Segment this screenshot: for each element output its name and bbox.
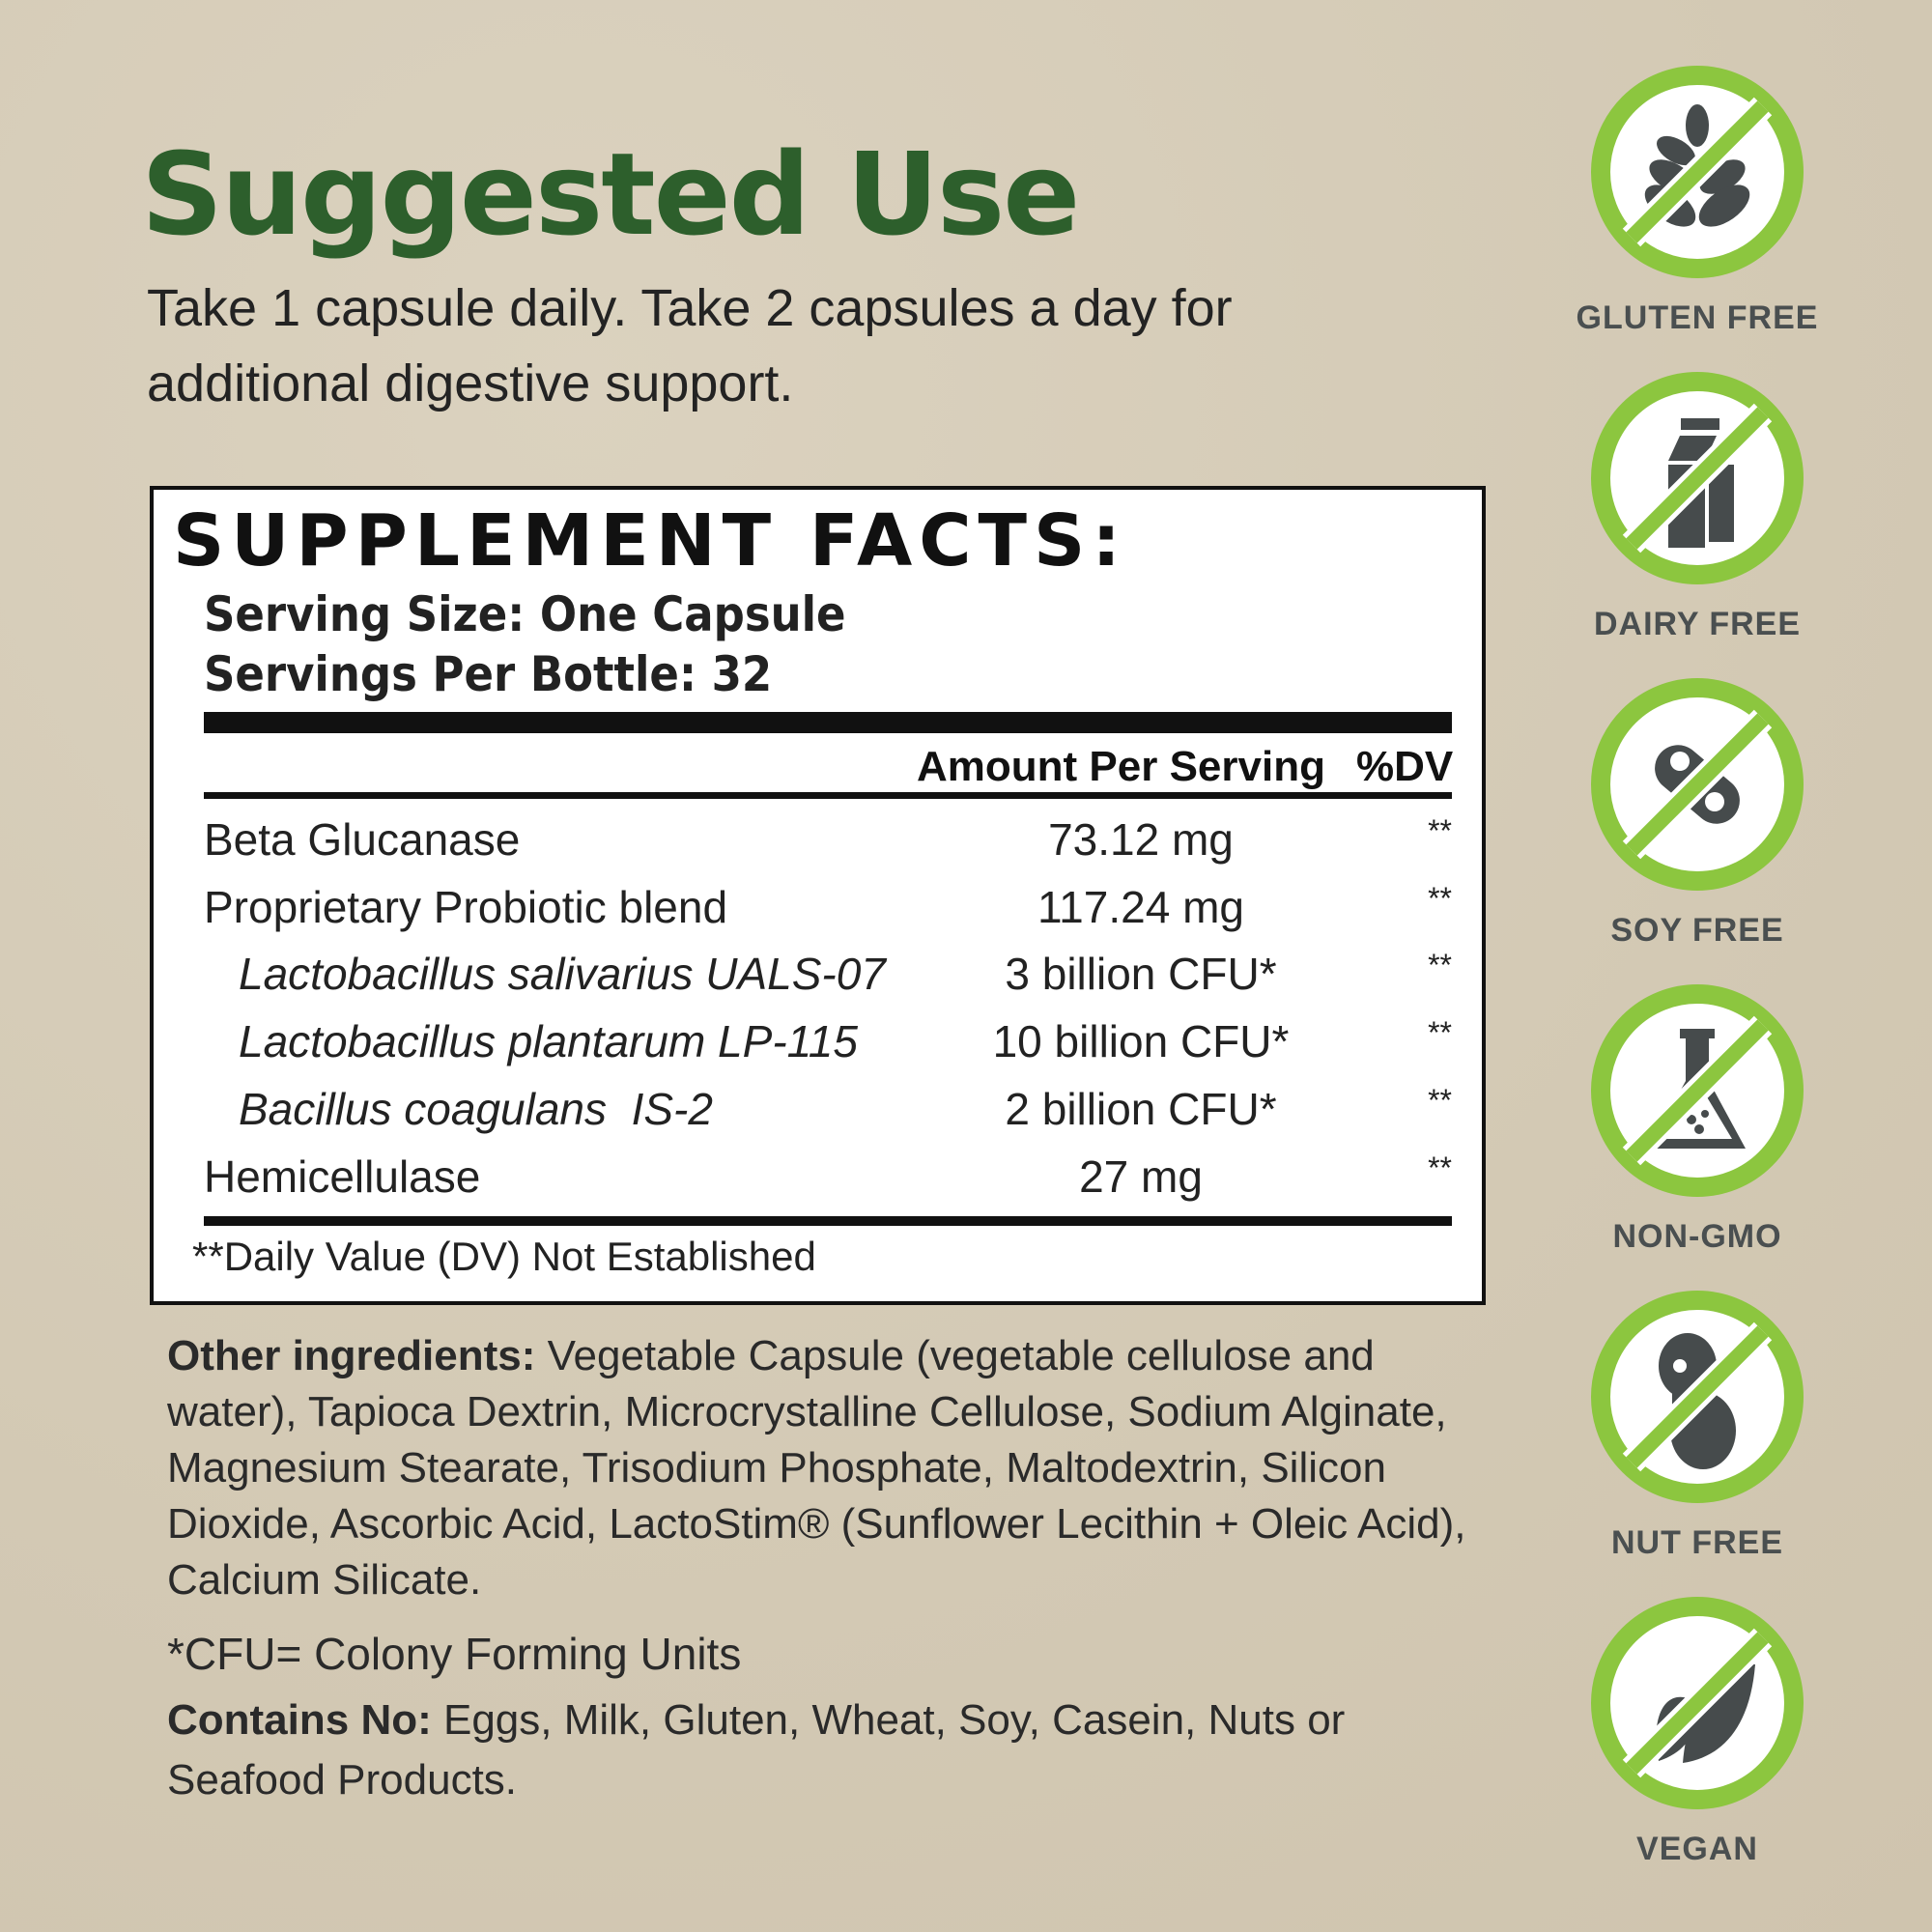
ingredient-dv: ** — [1428, 948, 1452, 982]
table-row: Bacillus coagulans IS-2 2 billion CFU* ** — [204, 1083, 1452, 1141]
wheat-icon — [1591, 66, 1804, 278]
ingredient-dv: ** — [1428, 1151, 1452, 1185]
milk-carton-icon — [1591, 372, 1804, 584]
badge-label: DAIRY FREE — [1593, 606, 1802, 642]
badge-label: NUT FREE — [1611, 1524, 1783, 1561]
amount-header: Amount Per Serving — [917, 743, 1325, 790]
divider-thick — [204, 712, 1452, 733]
ingredient-amount: 2 billion CFU* — [1005, 1084, 1277, 1134]
table-row: Lactobacillus plantarum LP-115 10 billion… — [204, 1015, 1452, 1073]
contains-no: Contains No: Eggs, Milk, Gluten, Wheat, … — [167, 1690, 1423, 1810]
ingredient-dv: ** — [1428, 1015, 1452, 1050]
ingredient-amount: 117.24 mg — [1037, 882, 1244, 932]
serving-size: Serving Size: One Capsule — [204, 586, 846, 642]
badge-vegan: VEGAN — [1591, 1597, 1804, 1867]
ingredient-name: Bacillus coagulans IS-2 — [239, 1084, 713, 1134]
badge-label: VEGAN — [1636, 1831, 1758, 1867]
table-row: Hemicellulase 27 mg ** — [204, 1151, 1452, 1208]
badge-nut-free: NUT FREE — [1591, 1291, 1804, 1561]
ingredient-dv: ** — [1428, 1083, 1452, 1118]
ingredient-amount: 27 mg — [1079, 1151, 1203, 1202]
suggested-use-text: Take 1 capsule daily. Take 2 capsules a … — [147, 279, 1233, 412]
ingredient-name: Proprietary Probiotic blend — [204, 882, 728, 932]
ingredient-name: Hemicellulase — [204, 1151, 481, 1202]
divider-bottom — [204, 1216, 1452, 1226]
other-ingredients-text: Vegetable Capsule (vegetable cellulose a… — [167, 1332, 1466, 1604]
badge-label: SOY FREE — [1610, 912, 1784, 949]
contains-no-label: Contains No: — [167, 1696, 432, 1744]
soybean-icon — [1591, 678, 1804, 891]
table-row: Lactobacillus salivarius UALS-07 3 billio… — [204, 948, 1452, 1006]
badge-soy-free: SOY FREE — [1591, 678, 1804, 949]
badge-dairy-free: DAIRY FREE — [1591, 372, 1804, 642]
supplement-facts-panel: SUPPLEMENT FACTS: Serving Size: One Caps… — [150, 486, 1486, 1305]
facts-title: SUPPLEMENT FACTS: — [173, 499, 1127, 582]
badge-non-gmo: NON-GMO — [1591, 984, 1804, 1255]
ingredient-dv: ** — [1428, 881, 1452, 916]
badge-gluten-free: GLUTEN FREE — [1577, 66, 1817, 336]
other-ingredients: Other ingredients: Vegetable Capsule (ve… — [167, 1328, 1500, 1608]
badge-label: GLUTEN FREE — [1576, 299, 1819, 336]
dv-footnote: **Daily Value (DV) Not Established — [192, 1234, 816, 1279]
ingredient-name: Lactobacillus salivarius UALS-07 — [239, 949, 886, 999]
flask-icon — [1591, 984, 1804, 1197]
contains-no-text: Eggs, Milk, Gluten, Wheat, Soy, Casein, … — [167, 1696, 1346, 1804]
peanut-icon — [1591, 1291, 1804, 1503]
badge-label: NON-GMO — [1612, 1218, 1782, 1255]
ingredient-amount: 3 billion CFU* — [1005, 949, 1277, 999]
other-ingredients-label: Other ingredients: — [167, 1332, 536, 1379]
leaf-icon — [1591, 1597, 1804, 1809]
cfu-note: *CFU= Colony Forming Units — [167, 1629, 742, 1679]
ingredient-name: Lactobacillus plantarum LP-115 — [239, 1016, 858, 1066]
servings-per-bottle: Servings Per Bottle: 32 — [204, 646, 773, 702]
ingredient-name: Beta Glucanase — [204, 814, 521, 865]
ingredient-amount: 10 billion CFU* — [992, 1016, 1290, 1066]
page-title: Suggested Use — [141, 128, 1080, 261]
table-row: Beta Glucanase 73.12 mg ** — [204, 813, 1452, 871]
ingredient-dv: ** — [1428, 813, 1452, 848]
dv-header: %DV — [1356, 743, 1454, 790]
table-row: Proprietary Probiotic blend 117.24 mg ** — [204, 881, 1452, 939]
divider-header — [204, 792, 1452, 799]
ingredient-amount: 73.12 mg — [1048, 814, 1234, 865]
